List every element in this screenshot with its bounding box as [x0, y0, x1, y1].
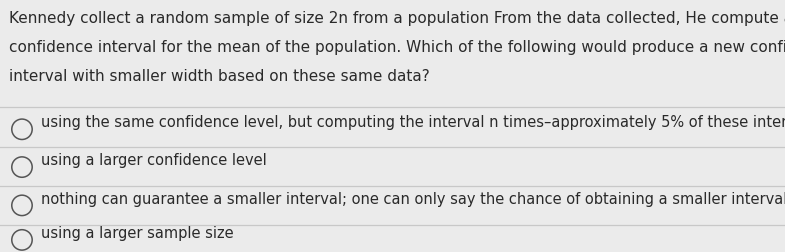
Text: using a larger confidence level: using a larger confidence level: [41, 153, 267, 168]
Text: confidence interval for the mean of the population. Which of the following would: confidence interval for the mean of the …: [9, 40, 785, 55]
Text: using a larger sample size: using a larger sample size: [41, 226, 233, 241]
Text: using the same confidence level, but computing the interval n times–approximatel: using the same confidence level, but com…: [41, 115, 785, 131]
Text: Kennedy collect a random sample of size 2n from a population From the data colle: Kennedy collect a random sample of size …: [9, 11, 785, 26]
Text: interval with smaller width based on these same data?: interval with smaller width based on the…: [9, 69, 430, 84]
Text: nothing can guarantee a smaller interval; one can only say the chance of obtaini: nothing can guarantee a smaller interval…: [41, 192, 785, 207]
